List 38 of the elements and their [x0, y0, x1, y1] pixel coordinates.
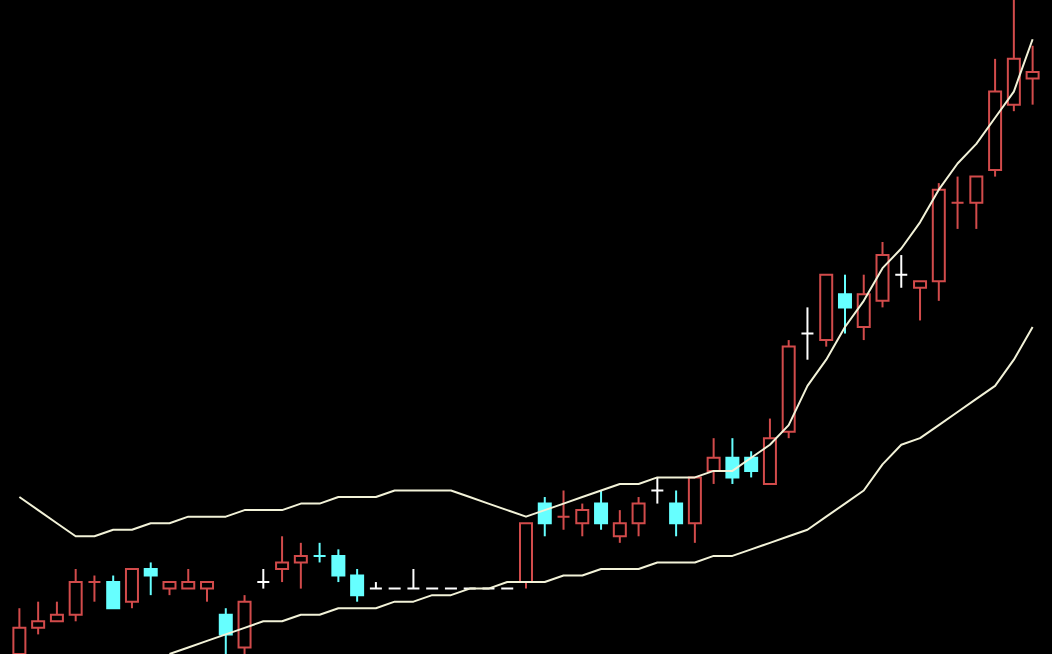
candlestick — [706, 437, 721, 485]
candlestick — [744, 450, 759, 479]
candlestick — [669, 489, 684, 538]
candlestick — [181, 567, 196, 590]
candlestick — [256, 567, 271, 590]
candlestick — [68, 567, 83, 623]
candlestick — [837, 273, 852, 335]
candlestick — [49, 600, 64, 623]
candlestick — [200, 581, 215, 603]
candlestick — [218, 607, 233, 654]
candlestick — [87, 574, 102, 603]
candlestick — [650, 476, 665, 505]
candlestick — [331, 548, 346, 584]
candlestick — [350, 567, 365, 603]
candlestick — [106, 574, 121, 610]
candlestick — [762, 417, 777, 485]
candlestick — [368, 581, 383, 590]
candlestick — [969, 175, 984, 230]
candlestick — [856, 273, 871, 342]
candlestick — [406, 567, 421, 590]
candlestick — [556, 489, 571, 531]
candlestick — [687, 476, 702, 544]
candlestick — [1025, 44, 1040, 106]
candlestick — [800, 306, 815, 361]
candlestick — [913, 280, 928, 322]
candlestick — [124, 567, 139, 610]
candlestick — [612, 509, 627, 544]
candlestick — [293, 541, 308, 590]
candlestick — [631, 496, 646, 538]
candlestick — [875, 240, 890, 309]
candlestick — [312, 541, 327, 564]
candlestick — [31, 600, 46, 636]
candlestick — [575, 502, 590, 538]
candlestick — [143, 561, 158, 597]
candlestick — [894, 254, 909, 289]
candlestick — [594, 489, 609, 531]
candlestick — [275, 535, 290, 584]
candlestick — [950, 175, 965, 230]
